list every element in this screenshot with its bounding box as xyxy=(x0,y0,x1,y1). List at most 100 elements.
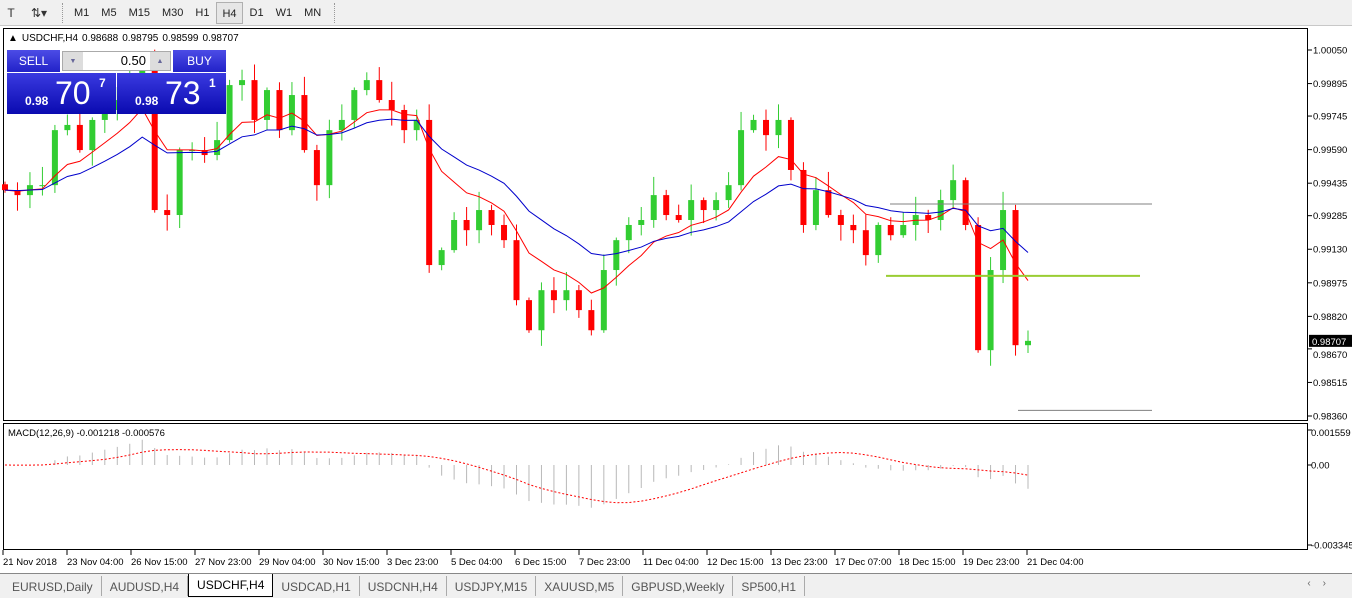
candle-body xyxy=(376,80,383,101)
timeframe-mn[interactable]: MN xyxy=(304,6,322,19)
candle xyxy=(214,121,221,161)
buy-price-pip: 1 xyxy=(209,76,216,90)
symbol-info: ▲ USDCHF,H4 0.98688 0.98795 0.98599 0.98… xyxy=(8,33,239,44)
candle xyxy=(563,271,570,311)
candle-body xyxy=(39,185,46,187)
macd-axis-label: 0.001559 xyxy=(1311,428,1351,439)
chart-tab[interactable]: XAUUSD,M5 xyxy=(536,576,624,596)
chart-tabs: EURUSD,Daily AUDUSD,H4 USDCHF,H4 USDCAD,H1 U… xyxy=(0,573,1352,598)
chart-area[interactable]: 1.00050 0.99895 0.99745 0.99590 0.99435 0.992… xyxy=(0,27,1352,573)
candle xyxy=(525,297,532,333)
chart-tab[interactable]: SP500,H1 xyxy=(733,576,806,596)
candle xyxy=(513,224,520,306)
candle xyxy=(750,114,757,133)
chart-tab[interactable]: USDCAD,H1 xyxy=(273,576,360,596)
timeframe-h1[interactable]: H1 xyxy=(195,6,210,19)
price-axis-label: 0.99285 xyxy=(1313,211,1347,222)
candle-body xyxy=(750,119,757,131)
buy-button[interactable]: BUY xyxy=(173,50,226,72)
candle-body xyxy=(451,220,458,251)
chart-tab[interactable]: GBPUSD,Weekly xyxy=(623,576,734,596)
candle-body xyxy=(301,95,308,151)
candle xyxy=(937,189,944,231)
timeframe-m15[interactable]: M15 xyxy=(128,6,150,19)
template-icon[interactable]: T xyxy=(7,5,15,20)
candle-body xyxy=(151,59,158,211)
candle-body xyxy=(663,195,670,216)
candle xyxy=(850,214,857,244)
candle-body xyxy=(513,240,520,301)
candle xyxy=(476,191,483,244)
candle-body xyxy=(1025,340,1031,346)
decrease-arrow-icon[interactable]: ▼ xyxy=(63,52,83,70)
time-axis-label: 26 Nov 15:00 xyxy=(131,557,188,568)
timeframe-m1[interactable]: M1 xyxy=(74,6,90,19)
candle-body xyxy=(1012,210,1019,346)
candle xyxy=(725,172,732,208)
buy-price-button[interactable]: 0.98 73 1 xyxy=(117,73,226,114)
candle-body xyxy=(675,215,682,221)
chart-tab[interactable]: EURUSD,Daily xyxy=(4,576,102,596)
candle-body xyxy=(14,190,21,196)
candle xyxy=(688,184,695,236)
timeframe-m5[interactable]: M5 xyxy=(101,6,117,19)
candle-body xyxy=(51,130,58,186)
increase-arrow-icon[interactable]: ▲ xyxy=(150,52,170,70)
candle-body xyxy=(463,220,470,231)
tab-scroll-arrows-icon[interactable]: ‹› xyxy=(1307,578,1338,589)
high-price: 0.98795 xyxy=(122,33,159,44)
candle-body xyxy=(476,210,483,231)
timeframe-m30[interactable]: M30 xyxy=(161,6,184,19)
time-axis-label: 19 Dec 23:00 xyxy=(963,557,1020,568)
slow-moving-average-line xyxy=(4,118,1029,256)
timeframe-d1[interactable]: D1 xyxy=(249,6,264,19)
candle xyxy=(1012,204,1019,356)
macd-label: MACD(12,26,9) -0.001218 -0.000576 xyxy=(8,428,165,439)
candle xyxy=(239,69,246,101)
candle xyxy=(276,82,283,138)
candle-body xyxy=(850,224,857,231)
candle-body xyxy=(338,119,345,131)
candle xyxy=(76,109,83,153)
candle-body xyxy=(613,240,620,271)
price-axis-label: 0.99895 xyxy=(1313,79,1347,90)
candle xyxy=(950,164,957,208)
candle-body xyxy=(363,80,370,91)
candle-body xyxy=(962,180,969,225)
lot-size-stepper[interactable]: ▼ 0.50 ▲ xyxy=(62,51,171,71)
candle-body xyxy=(226,85,233,141)
chart-tab[interactable]: USDCNH,H4 xyxy=(360,576,447,596)
candle xyxy=(51,124,58,193)
drawing-tools-icon[interactable]: ⇅▾ xyxy=(30,5,48,20)
sell-button[interactable]: SELL xyxy=(7,50,60,72)
candle-body xyxy=(763,119,770,136)
timeframe-w1[interactable]: W1 xyxy=(275,6,293,19)
chart-tab[interactable]: AUDUSD,H4 xyxy=(102,576,189,596)
candle-body xyxy=(538,290,545,331)
candle xyxy=(588,299,595,336)
time-axis-label: 13 Dec 23:00 xyxy=(771,557,828,568)
candle xyxy=(575,284,582,318)
timeframe-h4[interactable]: H4 xyxy=(216,1,243,24)
sell-price-prefix: 0.98 xyxy=(25,94,49,108)
chart-tab[interactable]: USDJPY,M15 xyxy=(447,576,537,596)
candle-body xyxy=(588,310,595,331)
lot-size-input[interactable]: 0.50 xyxy=(120,53,146,68)
candle-body xyxy=(2,184,8,191)
candle xyxy=(376,67,383,103)
candle-body xyxy=(263,90,270,120)
candle xyxy=(663,189,670,221)
macd-axis-label: 0.00 xyxy=(1311,461,1330,472)
candle xyxy=(675,204,682,223)
price-axis-label: 0.98360 xyxy=(1313,412,1347,423)
chart-tab[interactable]: USDCHF,H4 xyxy=(188,574,274,597)
time-axis-label: 18 Dec 15:00 xyxy=(899,557,956,568)
candle xyxy=(763,109,770,151)
price-axis-label: 0.98820 xyxy=(1313,312,1347,323)
candle-body xyxy=(251,80,258,120)
collapse-arrow-icon[interactable]: ▲ xyxy=(8,33,18,44)
sell-price-button[interactable]: 0.98 70 7 xyxy=(7,73,116,114)
candle xyxy=(363,72,370,96)
candle xyxy=(263,87,270,131)
price-axis-label: 0.98670 xyxy=(1313,350,1347,361)
